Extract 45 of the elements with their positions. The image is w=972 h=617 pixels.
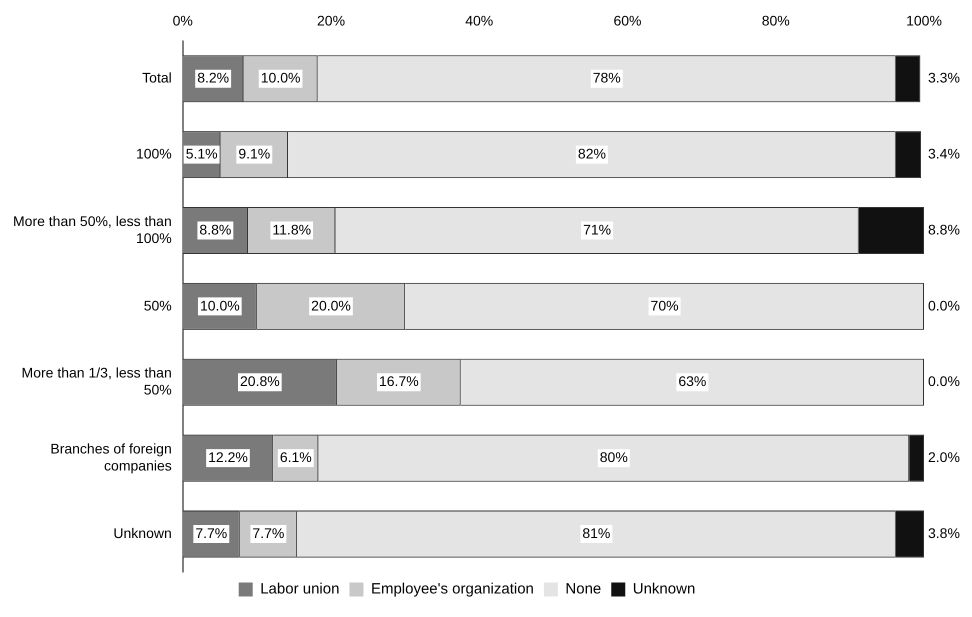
x-tick-label: 20% — [316, 12, 346, 28]
data-label: 8.8% — [199, 221, 232, 238]
y-tick-label: More than 50%, less than 100% — [12, 212, 172, 246]
data-label: 71% — [583, 221, 612, 238]
data-label: 20.8% — [240, 373, 280, 390]
data-label: 16.7% — [378, 373, 419, 390]
data-label: 81% — [582, 524, 610, 541]
x-tick-label: 80% — [762, 12, 790, 28]
data-label: 3.3% — [928, 70, 960, 86]
data-label: 7.7% — [195, 524, 228, 541]
y-tick-label: Branches of foreign companies — [50, 440, 172, 474]
data-label: 80% — [600, 449, 628, 466]
x-tick-label: 100% — [906, 12, 942, 28]
y-tick-label: 50% — [144, 297, 172, 314]
y-tick-label: More than 1/3, less than 50% — [22, 364, 172, 398]
y-tick-label: Total — [142, 70, 172, 86]
data-label: 8.8% — [928, 221, 960, 238]
legend-label: None — [565, 580, 602, 598]
legend-label: Labor union — [260, 580, 340, 598]
data-label: 2.0% — [928, 449, 960, 466]
y-tick-label: 100% — [136, 145, 172, 162]
x-tick-label: 60% — [613, 12, 642, 28]
data-label: 11.8% — [272, 221, 312, 238]
data-label: 63% — [678, 373, 706, 390]
legend-label: Employee's organization — [370, 580, 534, 598]
data-label: 10.0% — [260, 70, 300, 86]
data-label: 20.0% — [311, 297, 351, 314]
data-label: 8.2% — [197, 70, 230, 86]
data-label: 82% — [578, 145, 606, 162]
x-tick-label: 0% — [172, 12, 193, 28]
data-label: 78% — [592, 70, 621, 86]
legend-label: Unknown — [632, 580, 696, 598]
data-label: 70% — [650, 297, 679, 314]
data-label: 0.0% — [928, 373, 960, 390]
data-label: 3.4% — [928, 145, 960, 162]
data-label: 10.0% — [200, 297, 240, 314]
data-label: 0.0% — [928, 297, 960, 314]
data-label: 7.7% — [252, 524, 284, 541]
x-tick-label: 40% — [465, 12, 494, 28]
y-tick-label: Unknown — [113, 524, 172, 541]
data-label: 12.2% — [208, 449, 248, 466]
data-label: 3.8% — [928, 524, 960, 541]
data-label: 5.1% — [186, 145, 218, 162]
data-label: 9.1% — [238, 145, 270, 162]
data-label: 6.1% — [280, 449, 312, 466]
